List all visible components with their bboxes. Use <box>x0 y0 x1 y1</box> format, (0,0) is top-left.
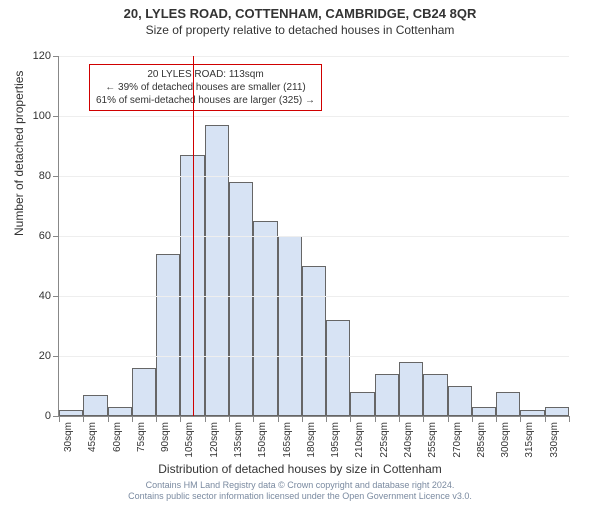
x-tick <box>253 416 254 422</box>
x-tick <box>108 416 109 422</box>
x-tick <box>180 416 181 422</box>
x-tick <box>83 416 84 422</box>
histogram-bar <box>520 410 544 416</box>
y-tick-label: 40 <box>39 290 51 302</box>
histogram-bar <box>302 266 326 416</box>
x-tick-label: 60sqm <box>112 422 123 452</box>
x-tick-label: 180sqm <box>306 422 317 458</box>
x-tick <box>132 416 133 422</box>
gridline <box>59 116 569 117</box>
gridline <box>59 176 569 177</box>
x-tick-label: 330sqm <box>549 422 560 458</box>
histogram-bar <box>350 392 374 416</box>
footer-line1: Contains HM Land Registry data © Crown c… <box>0 480 600 491</box>
histogram-bar <box>83 395 107 416</box>
y-tick <box>53 356 59 357</box>
x-tick-label: 75sqm <box>136 422 147 452</box>
chart-title-sub: Size of property relative to detached ho… <box>0 23 600 37</box>
y-tick <box>53 116 59 117</box>
histogram-bar <box>472 407 496 416</box>
gridline <box>59 356 569 357</box>
footer-attribution: Contains HM Land Registry data © Crown c… <box>0 480 600 502</box>
x-tick <box>496 416 497 422</box>
x-tick-label: 285sqm <box>476 422 487 458</box>
x-tick <box>399 416 400 422</box>
annotation-line3: 61% of semi-detached houses are larger (… <box>96 94 315 107</box>
footer-line2: Contains public sector information licen… <box>0 491 600 502</box>
marker-line <box>193 56 194 416</box>
annotation-box: 20 LYLES ROAD: 113sqm ← 39% of detached … <box>89 64 322 111</box>
histogram-bar <box>448 386 472 416</box>
x-tick-label: 120sqm <box>209 422 220 458</box>
x-tick <box>326 416 327 422</box>
histogram-bar <box>205 125 229 416</box>
histogram-bar <box>108 407 132 416</box>
histogram-bar <box>156 254 180 416</box>
histogram-bar <box>496 392 520 416</box>
y-tick-label: 20 <box>39 350 51 362</box>
y-tick <box>53 236 59 237</box>
x-tick <box>229 416 230 422</box>
x-tick <box>569 416 570 422</box>
gridline <box>59 296 569 297</box>
chart-plot-area: 20 LYLES ROAD: 113sqm ← 39% of detached … <box>58 56 569 417</box>
x-tick-label: 105sqm <box>184 422 195 458</box>
x-tick <box>156 416 157 422</box>
x-tick-label: 300sqm <box>500 422 511 458</box>
histogram-bar <box>253 221 277 416</box>
gridline <box>59 56 569 57</box>
x-tick-label: 90sqm <box>160 422 171 452</box>
x-tick-label: 165sqm <box>282 422 293 458</box>
y-tick <box>53 296 59 297</box>
x-tick-label: 270sqm <box>452 422 463 458</box>
x-tick-label: 315sqm <box>524 422 535 458</box>
y-tick-label: 0 <box>45 410 51 422</box>
x-tick-label: 195sqm <box>330 422 341 458</box>
x-tick-label: 255sqm <box>427 422 438 458</box>
histogram-bar <box>399 362 423 416</box>
histogram-bar <box>423 374 447 416</box>
annotation-line2: ← 39% of detached houses are smaller (21… <box>96 81 315 94</box>
histogram-bar <box>132 368 156 416</box>
x-tick-label: 225sqm <box>379 422 390 458</box>
histogram-bar <box>375 374 399 416</box>
x-tick-label: 240sqm <box>403 422 414 458</box>
x-tick <box>278 416 279 422</box>
histogram-bar <box>545 407 569 416</box>
x-tick-label: 45sqm <box>87 422 98 452</box>
annotation-line1: 20 LYLES ROAD: 113sqm <box>96 68 315 81</box>
x-tick-label: 150sqm <box>257 422 268 458</box>
y-tick <box>53 176 59 177</box>
y-tick-label: 100 <box>33 110 51 122</box>
x-tick <box>423 416 424 422</box>
x-tick <box>302 416 303 422</box>
x-tick-label: 30sqm <box>63 422 74 452</box>
x-tick <box>205 416 206 422</box>
x-tick <box>472 416 473 422</box>
gridline <box>59 236 569 237</box>
x-tick-label: 210sqm <box>354 422 365 458</box>
y-axis-title: Number of detached properties <box>12 71 26 236</box>
x-tick <box>350 416 351 422</box>
x-tick <box>375 416 376 422</box>
y-tick-label: 120 <box>33 50 51 62</box>
histogram-bar <box>59 410 83 416</box>
histogram-bar <box>229 182 253 416</box>
y-tick-label: 60 <box>39 230 51 242</box>
y-tick <box>53 56 59 57</box>
histogram-bar <box>278 236 302 416</box>
x-tick <box>545 416 546 422</box>
x-tick <box>520 416 521 422</box>
x-tick <box>448 416 449 422</box>
chart-title-main: 20, LYLES ROAD, COTTENHAM, CAMBRIDGE, CB… <box>0 6 600 21</box>
y-tick-label: 80 <box>39 170 51 182</box>
x-axis-title: Distribution of detached houses by size … <box>0 462 600 476</box>
histogram-bar <box>326 320 350 416</box>
x-tick-label: 135sqm <box>233 422 244 458</box>
x-tick <box>59 416 60 422</box>
